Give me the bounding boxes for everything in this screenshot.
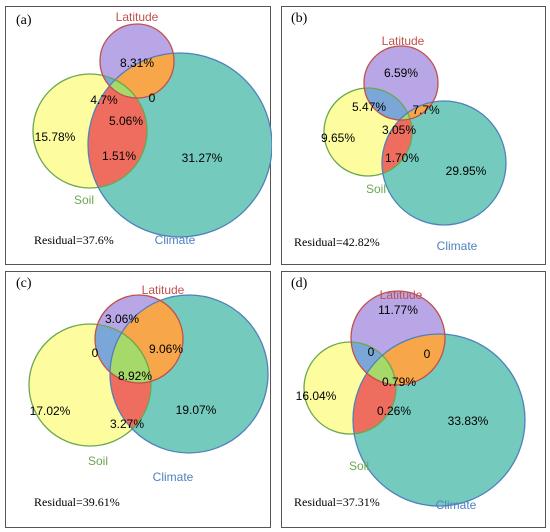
- value-soil-climate: 1.51%: [102, 149, 136, 163]
- soil-set-label: Soil: [366, 182, 386, 196]
- value-climate-only: 31.27%: [182, 151, 223, 165]
- residual-text: Residual=37.31%: [294, 495, 380, 509]
- venn-panel-b: 6.59% 5.47% 7.7% 3.05% 9.65% 1.70% 29.95% Latit…: [281, 6, 546, 265]
- value-lat-climate: 7.7%: [412, 103, 440, 117]
- venn-panel-c: 3.06% 0 9.06% 8.92% 17.02% 3.27% 19.07% Latitud…: [5, 271, 271, 528]
- value-lat-soil: 0: [368, 345, 375, 359]
- value-latitude-only: 8.31%: [120, 56, 154, 70]
- climate-circle-outline: [352, 333, 526, 507]
- value-soil-climate: 3.27%: [110, 417, 144, 431]
- value-lat-soil: 0: [92, 346, 99, 360]
- value-climate-only: 29.95%: [446, 164, 487, 178]
- value-soil-only: 9.65%: [321, 131, 355, 145]
- value-all: 8.92%: [118, 369, 152, 383]
- value-soil-climate: 1.70%: [385, 151, 419, 165]
- value-latitude-only: 6.59%: [384, 66, 418, 80]
- residual-text: Residual=37.6%: [34, 233, 114, 247]
- value-climate-only: 33.83%: [448, 414, 489, 428]
- venn-diagram: 6.59% 5.47% 7.7% 3.05% 9.65% 1.70% 29.95% Latit…: [321, 34, 507, 253]
- latitude-set-label: Latitude: [382, 34, 425, 48]
- soil-circle-outline: [28, 323, 152, 447]
- residual-text: Residual=39.61%: [34, 495, 120, 509]
- soil-set-label: Soil: [349, 459, 369, 473]
- latitude-soil-overlap: [364, 88, 412, 120]
- venn-diagram: 11.77% 0 0 0.79% 16.04% 0.26% 33.83% Latitude So…: [296, 288, 526, 512]
- residual-text: Residual=42.82%: [294, 235, 380, 249]
- value-all: 5.06%: [109, 114, 143, 128]
- soil-circle-outline: [323, 87, 413, 177]
- climate-circle: [382, 101, 506, 225]
- value-climate-only: 19.07%: [176, 403, 217, 417]
- value-lat-climate: 9.06%: [149, 342, 183, 356]
- latitude-set-label: Latitude: [142, 283, 185, 297]
- panel-label: (c): [16, 276, 32, 291]
- venn-panel-d: 11.77% 0 0 0.79% 16.04% 0.26% 33.83% Latitude So…: [281, 271, 546, 528]
- value-soil-only: 16.04%: [296, 389, 337, 403]
- climate-circle-outline: [109, 294, 269, 454]
- climate-set-label: Climate: [436, 498, 477, 512]
- panel-label: (a): [16, 13, 32, 28]
- latitude-circle-outline: [350, 290, 446, 386]
- soil-set-label: Soil: [88, 454, 108, 468]
- latitude-circle-outline: [99, 23, 175, 99]
- venn-diagram: 8.31% 4.7% 0 5.06% 15.78% 1.51% 31.27% Latitude…: [32, 10, 272, 247]
- value-all: 0.79%: [382, 375, 416, 389]
- climate-set-label: Climate: [437, 239, 478, 253]
- venn-panel-a: 8.31% 4.7% 0 5.06% 15.78% 1.51% 31.27% Latitude…: [5, 6, 272, 265]
- venn-diagram: 3.06% 0 9.06% 8.92% 17.02% 3.27% 19.07% Latitud…: [28, 283, 269, 484]
- latitude-climate-overlap: [110, 295, 183, 383]
- latitude-climate-overlap: [353, 334, 445, 385]
- value-lat-climate: 0: [149, 91, 156, 105]
- value-soil-only: 15.78%: [35, 130, 76, 144]
- latitude-set-label: Latitude: [380, 288, 423, 302]
- value-lat-soil: 5.47%: [352, 100, 386, 114]
- soil-circle-outline: [32, 73, 148, 189]
- value-all: 3.05%: [382, 123, 416, 137]
- value-soil-climate: 0.26%: [377, 404, 411, 418]
- value-lat-soil: 4.7%: [90, 93, 118, 107]
- panel-label: (d): [291, 276, 308, 291]
- latitude-set-label: Latitude: [116, 10, 159, 24]
- soil-climate-overlap: [88, 74, 147, 188]
- climate-circle-outline: [87, 52, 272, 238]
- value-latitude-only: 3.06%: [105, 312, 139, 326]
- value-lat-climate: 0: [424, 347, 431, 361]
- value-latitude-only: 11.77%: [378, 303, 418, 317]
- value-soil-only: 17.02%: [30, 404, 71, 418]
- soil-circle-outline: [303, 341, 397, 435]
- soil-set-label: Soil: [74, 193, 94, 207]
- panel-label: (b): [291, 11, 308, 26]
- latitude-circle-outline: [363, 45, 439, 121]
- climate-circle-outline: [381, 100, 507, 226]
- climate-set-label: Climate: [153, 470, 194, 484]
- climate-set-label: Climate: [155, 233, 196, 247]
- latitude-circle-outline: [94, 294, 184, 384]
